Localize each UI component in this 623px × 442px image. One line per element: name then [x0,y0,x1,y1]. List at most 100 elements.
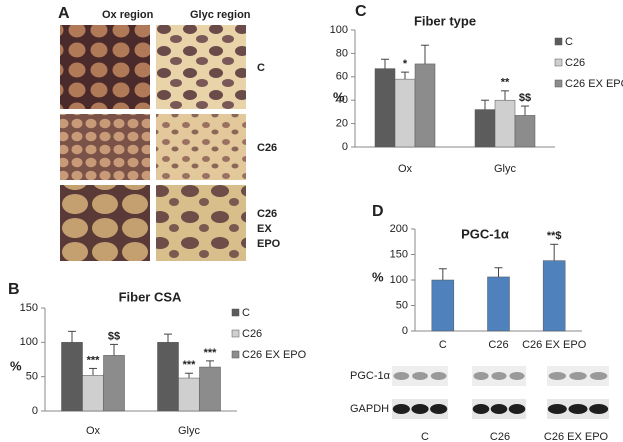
blot-group-label: C26 [490,431,510,442]
y-tick-label: 0 [342,141,348,153]
legend-swatch [231,308,240,317]
bar [514,115,536,148]
error-bar [89,367,97,376]
error-bar [438,268,447,280]
error-bar [185,372,193,379]
micrograph [156,185,246,261]
blot-band [430,404,448,414]
micrograph [156,114,246,180]
blot-band [547,404,567,414]
significance-label: $$ [519,92,531,104]
x-tick-label: Ox [86,425,101,437]
x-tick-label: Glyc [494,163,517,175]
blot-band [473,372,489,380]
y-tick-label: 40 [336,94,348,106]
y-tick-label: 80 [336,47,348,59]
y-axis-label: % [372,269,384,284]
micrograph [156,25,246,109]
bar [199,366,221,412]
micrograph [60,114,150,180]
bar [103,355,125,412]
row-label: C [257,62,265,74]
error-bar [401,71,409,80]
blot-group-label: C [421,431,429,442]
chart-title: Fiber type [414,13,476,28]
row-label: C26 [257,208,277,220]
column-header: Glyc region [190,9,251,21]
bar [374,68,396,148]
y-tick-label: 60 [336,71,348,83]
legend-swatch [554,79,563,88]
bar [494,99,516,148]
bar [82,375,104,412]
bar [157,342,179,412]
blot-row-label: GAPDH [350,403,389,415]
blot-row-label: PGC-1α [350,370,391,382]
blot-band [490,404,508,414]
bar [542,260,566,332]
y-tick-label: 0 [402,325,408,337]
x-tick-label: Glyc [178,425,201,437]
blot-band [548,372,567,380]
y-tick-label: 100 [20,336,38,348]
legend-swatch [231,329,240,338]
row-label: EPO [257,238,281,250]
y-tick-label: 0 [32,405,38,417]
y-axis-label: % [333,89,345,104]
blot-group-label: C26 EX EPO [544,431,609,442]
legend-label: C26 EX EPO [242,349,307,361]
y-tick-label: 50 [26,371,38,383]
chart-title: PGC-1α [461,226,509,241]
y-tick-label: 20 [336,118,348,130]
blot-band [491,372,507,380]
blot-band [589,404,609,414]
blot-band [568,404,588,414]
blot-band [508,404,526,414]
y-tick-label: 100 [390,274,408,286]
blot-band [392,404,410,414]
y-tick-label: 150 [20,302,38,314]
bar [178,377,200,412]
significance-label: ** [501,77,510,89]
row-label: C26 [257,142,277,154]
error-bar [164,333,172,343]
blot-band [589,372,608,380]
panel-label: B [8,281,20,298]
error-bar [421,44,429,64]
significance-label: *** [183,359,197,371]
column-header: Ox region [102,9,154,21]
significance-label: * [403,58,408,70]
bar [474,109,496,148]
legend-swatch [554,37,563,46]
blot-band [412,372,428,380]
significance-label: *** [204,347,218,359]
blot-band [411,404,429,414]
blot-band [393,372,410,380]
legend-swatch [554,58,563,67]
legend-label: C [242,307,250,319]
bar [394,78,416,148]
blot-band [569,372,587,380]
micrograph [60,25,150,109]
row-label: EX [257,223,272,235]
error-bar [481,99,489,110]
blot-band [472,404,490,414]
bar [487,276,510,332]
error-bar [501,90,509,101]
blot-band [509,372,525,380]
error-bar [521,105,529,116]
legend-swatch [231,350,240,359]
y-axis-label: % [10,358,22,373]
error-bar [550,243,559,261]
micrograph [60,185,150,261]
blot-band [430,372,447,380]
legend-label: C [565,36,573,48]
x-tick-label: Ox [398,163,413,175]
x-tick-label: C [439,339,447,351]
significance-label: **$ [547,230,562,242]
bar [61,342,83,412]
bar [414,63,436,148]
error-bar [494,267,503,277]
panel-label: A [58,5,70,22]
